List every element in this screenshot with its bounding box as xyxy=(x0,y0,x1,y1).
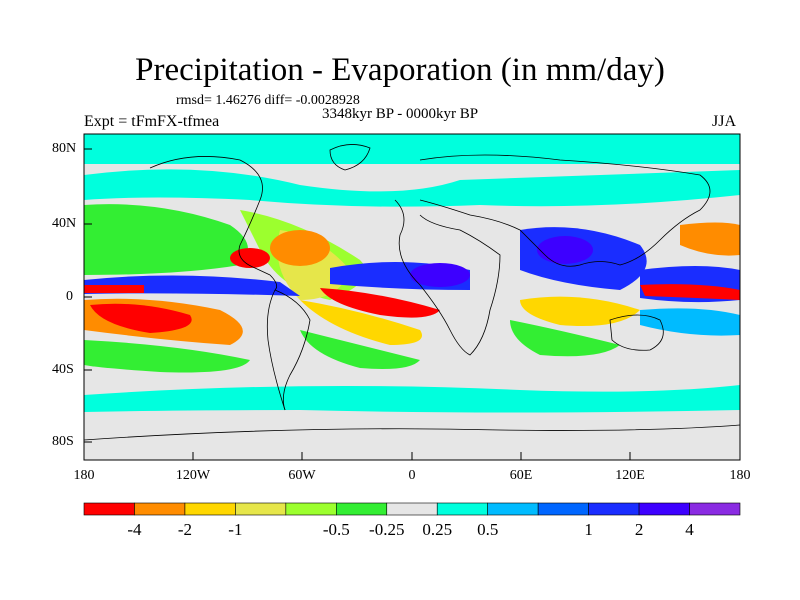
south-atlantic-green xyxy=(300,330,420,369)
coastlines xyxy=(84,144,740,441)
colorbar-label: 1 xyxy=(584,520,593,539)
colorbar-swatch xyxy=(235,502,287,516)
colorbar-swatch xyxy=(588,502,640,516)
pe-field xyxy=(84,134,740,460)
indian-ocean-green xyxy=(510,320,620,357)
colorbar xyxy=(83,502,741,516)
south-america-east-coast xyxy=(274,289,311,411)
lon-label-60w: 60W xyxy=(288,468,316,483)
lon-label-120e: 120E xyxy=(615,468,645,483)
lat-label-40n: 40N xyxy=(52,216,77,231)
india-purple xyxy=(537,236,593,264)
colorbar-label: -0.25 xyxy=(369,520,405,539)
stats-line: rmsd= 1.46276 diff= -0.0028928 xyxy=(176,93,360,108)
colorbar-swatch xyxy=(386,502,438,516)
colorbar-swatch xyxy=(436,502,488,516)
eurasia-coast xyxy=(419,154,711,267)
pacific-red-strip xyxy=(84,285,144,293)
lon-label-180e: 180 xyxy=(729,468,751,483)
greenland-coast xyxy=(329,144,371,171)
colorbar-label: 2 xyxy=(634,520,644,539)
colorbar-swatch xyxy=(134,502,186,516)
experiment-label: Expt = tFmFX-tfmea xyxy=(84,113,220,130)
west-pacific-red xyxy=(640,284,740,300)
colorbar-swatch xyxy=(336,502,388,516)
lat-label-80s: 80S xyxy=(52,434,74,449)
lat-label-80n: 80N xyxy=(52,141,77,156)
colorbar-swatch xyxy=(487,502,539,516)
north-america-coast xyxy=(149,156,278,291)
lon-label-180w: 180 xyxy=(73,468,95,483)
colorbar-label: 4 xyxy=(685,520,694,539)
indian-ocean-yellow xyxy=(520,296,640,326)
north-pacific-green xyxy=(84,204,248,275)
colorbar-label: -1 xyxy=(228,520,243,539)
australia-coast xyxy=(609,314,664,351)
lon-ticks xyxy=(192,452,631,460)
colorbar-swatch xyxy=(537,502,589,516)
africa-purple xyxy=(410,263,470,287)
south-pacific-green xyxy=(84,340,250,373)
northern-band xyxy=(84,169,740,207)
caribbean-red xyxy=(230,248,270,268)
caribbean-orange xyxy=(270,230,330,266)
lon-label-60e: 60E xyxy=(509,468,533,483)
colorbar-label: 0.5 xyxy=(477,520,499,539)
south-atlantic-yellow xyxy=(300,300,422,345)
lat-label-40s: 40S xyxy=(52,362,74,377)
period-subtitle: 3348kyr BP - 0000kyr BP xyxy=(322,106,479,122)
colorbar-swatch xyxy=(184,502,236,516)
colorbar-label: -0.5 xyxy=(322,520,350,539)
lat-ticks xyxy=(84,148,92,443)
season-label: JJA xyxy=(712,113,737,130)
sw-pacific-cyan xyxy=(640,308,740,336)
colorbar-swatch xyxy=(689,502,741,516)
colorbar-swatch xyxy=(83,502,135,516)
colorbar-label: -4 xyxy=(127,520,142,539)
lon-label-0: 0 xyxy=(408,468,416,483)
colorbar-swatch xyxy=(638,502,690,516)
nw-pacific-orange xyxy=(680,222,740,256)
antarctica-coast xyxy=(84,424,740,441)
colorbar-label: 0.25 xyxy=(422,520,453,539)
arctic-band xyxy=(84,134,740,164)
lon-label-120w: 120W xyxy=(175,468,211,483)
atlantic-red xyxy=(320,288,440,318)
colorbar-label: -2 xyxy=(177,520,193,539)
southern-ocean-band xyxy=(84,385,740,413)
africa-coast xyxy=(394,199,501,356)
figure-title: Precipitation - Evaporation (in mm/day) xyxy=(135,52,665,88)
lat-label-0: 0 xyxy=(66,289,73,304)
colorbar-swatch xyxy=(285,502,337,516)
south-america-west-coast xyxy=(266,289,286,411)
south-pacific-red xyxy=(90,303,192,333)
